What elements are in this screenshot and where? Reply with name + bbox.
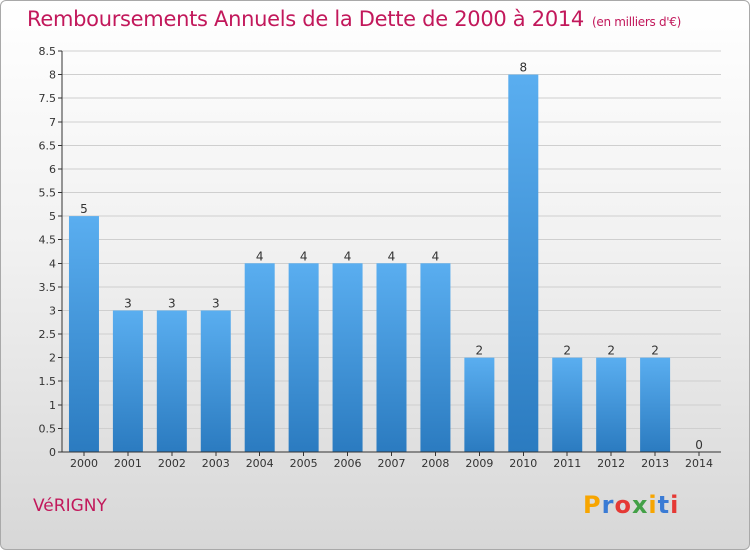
value-label: 3 [168, 296, 176, 310]
x-tick-label: 2009 [465, 457, 493, 470]
y-tick-label: 8 [49, 69, 56, 82]
x-tick-label: 2004 [246, 457, 274, 470]
bar-2002 [156, 310, 187, 452]
value-label: 4 [256, 249, 264, 263]
y-tick-label: 5.5 [39, 187, 57, 200]
y-tick-label: 7 [49, 116, 56, 129]
y-tick-label: 6.5 [39, 139, 57, 152]
bar-2009 [464, 357, 495, 452]
y-tick-labels: 0 0.5 1 1.5 2 2.5 3 3.5 4 4.5 5 5.5 6 6.5 7 7.5 8 8.5 [39, 45, 57, 459]
logo-letter: P [583, 491, 602, 519]
y-tick-label: 8.5 [39, 45, 57, 58]
bar-2007 [376, 263, 407, 452]
y-tick-label: 0.5 [39, 422, 57, 435]
value-labels: 5 3 3 3 4 4 4 4 4 2 8 2 2 2 0 [80, 61, 703, 452]
bar-2005 [288, 263, 319, 452]
x-tick-label: 2005 [290, 457, 318, 470]
logo-letter: x [631, 491, 649, 519]
x-tick-label: 2002 [158, 457, 186, 470]
bar-2010 [508, 74, 539, 453]
bar-2003 [200, 310, 231, 452]
bar-2001 [112, 310, 143, 452]
axes [58, 50, 721, 456]
title-unit: (en milliers d'€) [592, 15, 682, 29]
proxiti-logo: Proxiti [583, 491, 679, 519]
bars [68, 74, 671, 453]
x-tick-label: 2010 [509, 457, 537, 470]
x-tick-label: 2003 [202, 457, 230, 470]
x-tick-label: 2001 [114, 457, 142, 470]
value-label: 3 [124, 296, 132, 310]
bar-2004 [244, 263, 275, 452]
logo-letter: r [601, 491, 615, 519]
y-tick-label: 6 [49, 163, 56, 176]
value-label: 8 [519, 61, 527, 75]
value-label: 4 [344, 249, 352, 263]
bar-2000 [68, 216, 99, 452]
x-tick-label: 2012 [597, 457, 625, 470]
bar-2006 [332, 263, 363, 452]
value-label: 2 [651, 344, 659, 358]
y-tick-label: 4 [49, 257, 56, 270]
logo-letter: o [614, 491, 632, 519]
x-tick-label: 2000 [70, 457, 98, 470]
logo-letter: i [648, 491, 658, 519]
y-tick-label: 2 [49, 352, 56, 365]
y-tick-label: 0 [49, 446, 56, 459]
y-tick-label: 5 [49, 210, 56, 223]
value-label: 4 [432, 249, 440, 263]
y-tick-label: 3.5 [39, 281, 57, 294]
bar-2012 [596, 357, 627, 452]
value-label: 4 [300, 249, 308, 263]
town-name: VéRIGNY [33, 496, 107, 516]
x-tick-label: 2011 [553, 457, 581, 470]
y-tick-label: 3 [49, 304, 56, 317]
logo-letter: i [670, 491, 680, 519]
value-label: 5 [80, 202, 88, 216]
x-tick-labels: 2000 2001 2002 2003 2004 2005 2006 2007 2008 2009… [70, 457, 713, 470]
bar-2013 [640, 357, 671, 452]
x-tick-label: 2014 [685, 457, 713, 470]
title-text: Remboursements Annuels de la Dette de 20… [27, 7, 584, 31]
y-tick-label: 4.5 [39, 234, 57, 247]
bar-2011 [552, 357, 583, 452]
y-tick-label: 1.5 [39, 375, 57, 388]
y-tick-label: 7.5 [39, 92, 57, 105]
value-label: 2 [476, 344, 484, 358]
x-tick-label: 2006 [334, 457, 362, 470]
y-tick-label: 1 [49, 399, 56, 412]
value-label: 2 [563, 344, 571, 358]
logo-letter: t [657, 491, 671, 519]
x-tick-label: 2008 [421, 457, 449, 470]
value-label: 3 [212, 296, 220, 310]
value-label: 0 [695, 438, 703, 452]
value-label: 4 [388, 249, 396, 263]
x-tick-label: 2013 [641, 457, 669, 470]
x-tick-label: 2007 [378, 457, 406, 470]
chart-title: Remboursements Annuels de la Dette de 20… [27, 7, 681, 31]
bar-2008 [420, 263, 451, 452]
y-tick-label: 2.5 [39, 328, 57, 341]
value-label: 2 [607, 344, 615, 358]
